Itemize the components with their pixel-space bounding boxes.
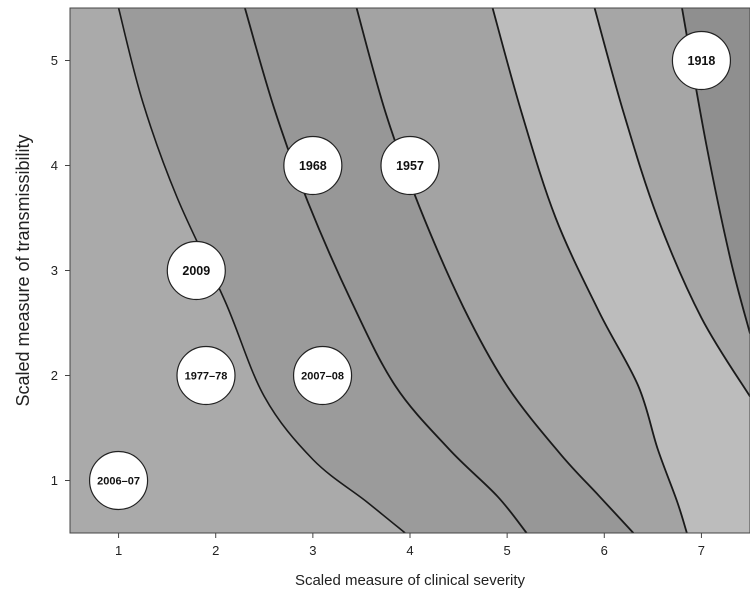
- data-point-label: 1977–78: [185, 370, 228, 382]
- x-tick-label: 1: [115, 543, 122, 558]
- data-point-circle: [166, 240, 226, 301]
- data-point: 1968: [283, 135, 343, 196]
- data-point: 1918: [671, 30, 732, 91]
- contour-line: [491, 8, 688, 533]
- data-point-circle: [88, 450, 149, 511]
- data-point: 1977–78: [176, 345, 236, 406]
- y-tick-label: 2: [51, 368, 58, 383]
- y-axis: 1 2 3 4 5: [51, 53, 70, 488]
- contour-line: [117, 8, 406, 533]
- data-point-label: 1918: [688, 54, 716, 68]
- contour-line: [593, 8, 750, 397]
- data-point-label: 2007–08: [301, 370, 344, 382]
- x-axis-title: Scaled measure of clinical severity: [295, 572, 526, 589]
- data-points: 1918 1957 1968 2009 1977–78 2007–08 2006–07: [88, 30, 732, 511]
- data-point-circle: [671, 30, 732, 91]
- y-axis-title: Scaled measure of transmissibility: [13, 134, 33, 406]
- data-point-label: 1968: [299, 159, 327, 173]
- data-point-circle: [176, 345, 236, 406]
- data-point: 1957: [380, 135, 440, 196]
- x-tick-label: 5: [504, 543, 511, 558]
- y-tick-label: 4: [51, 158, 58, 173]
- data-point-label: 1957: [396, 159, 424, 173]
- x-axis: 1 2 3 4 5 6 7: [115, 533, 705, 558]
- x-tick-label: 7: [698, 543, 705, 558]
- contour-line: [355, 8, 635, 533]
- data-point: 2007–08: [292, 345, 353, 406]
- data-point-label: 2009: [182, 264, 210, 278]
- data-point: 2006–07: [88, 450, 149, 511]
- data-point-circle: [380, 135, 440, 196]
- data-point-circle: [292, 345, 353, 406]
- contour-line: [244, 8, 528, 533]
- y-tick-label: 3: [51, 263, 58, 278]
- data-point: 2009: [166, 240, 226, 301]
- data-point-label: 2006–07: [97, 475, 140, 487]
- x-tick-label: 3: [309, 543, 316, 558]
- contour-bands: [70, 8, 750, 533]
- x-tick-label: 4: [406, 543, 413, 558]
- y-tick-label: 1: [51, 473, 58, 488]
- x-tick-label: 6: [601, 543, 608, 558]
- y-tick-label: 5: [51, 53, 58, 68]
- data-point-circle: [283, 135, 343, 196]
- x-tick-label: 2: [212, 543, 219, 558]
